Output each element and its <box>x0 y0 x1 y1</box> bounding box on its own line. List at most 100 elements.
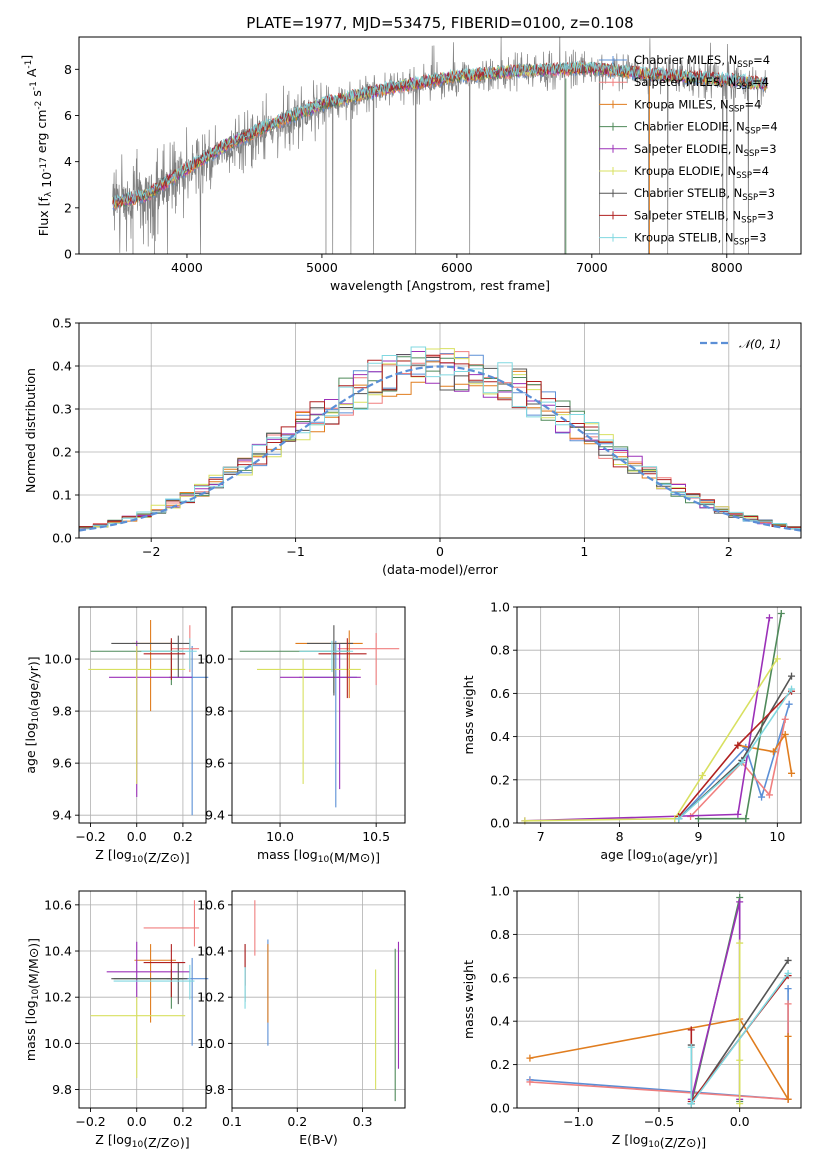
y-tick-label: 0.4 <box>490 1014 510 1029</box>
label-part: log <box>23 722 38 741</box>
y-tick-label: 10.0 <box>44 1036 72 1051</box>
marks <box>244 900 400 1102</box>
marks <box>78 346 802 532</box>
errorbar-point-8 <box>318 638 367 699</box>
legend-sub: SSP <box>736 82 752 92</box>
panel-spectrum: 4000 5000 6000 7000 8000 0 2 4 6 8 wavelength [Ang… <box>19 36 802 293</box>
y-tick-label: 4 <box>64 154 72 169</box>
errorbar-point-5 <box>106 941 190 998</box>
x-tick-label: 8000 <box>711 260 743 275</box>
x-axis-label: mass [log10(M/M⊙)] <box>257 847 380 865</box>
y-tick-label: 0.2 <box>490 772 510 787</box>
label-part: mass [ <box>257 847 299 862</box>
marks <box>90 900 209 1078</box>
y-tick-label: 1.0 <box>490 600 510 615</box>
label-sub: λ <box>44 191 54 197</box>
weight-marker <box>698 771 706 779</box>
errorbar-point-7 <box>306 625 354 696</box>
y-tick-label: 10.4 <box>197 944 225 959</box>
weight-marker <box>736 898 744 906</box>
legend-label-4: Chabrier ELODIE, NSSP=4 <box>634 120 778 137</box>
errorbar-point-6 <box>90 997 186 1078</box>
y-tick-label: 0.8 <box>490 927 510 942</box>
weight-line <box>524 658 778 822</box>
legend-label-7: Chabrier STELIB, NSSP=3 <box>634 186 775 203</box>
y-tick-label: 9.6 <box>205 756 225 771</box>
y-axis-label: Flux [fλ 10-17 erg cm-2 s-1 A-1] <box>19 55 54 237</box>
weight-marker <box>736 1056 744 1064</box>
marks <box>526 894 792 1108</box>
y-tick-label: 0.1 <box>52 488 72 503</box>
label-sub: 10 <box>318 855 330 865</box>
histogram-9 <box>79 346 801 530</box>
legend-text: Kroupa ELODIE, N <box>634 164 736 178</box>
label-sub: 10 <box>648 1140 660 1150</box>
legend-sub: SSP <box>742 193 758 203</box>
weight-series-3 <box>526 1015 792 1103</box>
weight-marker <box>784 1032 792 1040</box>
label-part: Normed distribution <box>23 368 38 493</box>
y-tick-label: 9.4 <box>52 808 72 823</box>
legend-label-3: Kroupa MILES, NSSP=4 <box>634 97 761 114</box>
legend-text: =4 <box>744 97 761 111</box>
x-tick-label: 10.0 <box>266 829 294 844</box>
weight-marker <box>687 1043 695 1051</box>
weight-line <box>529 1018 789 1103</box>
x-tick-label: 0.3 <box>353 1114 373 1129</box>
x-tick-label: 4000 <box>171 260 203 275</box>
x-axis-label: E(B-V) <box>299 1132 338 1147</box>
legend-label-9: Kroupa STELIB, NSSP=3 <box>634 231 766 248</box>
y-tick-label: 9.8 <box>205 1082 225 1097</box>
errorbar-point-6 <box>256 659 361 784</box>
weight-line <box>737 732 793 774</box>
label-part: (Z/Z⊙)] <box>143 850 189 865</box>
panel-ebv_mass: 0.1 0.2 0.3 9.8 10.0 10.2 10.4 10.6 E(B-V) <box>197 890 406 1147</box>
label-part: A <box>24 68 39 81</box>
legend-text: Kroupa MILES, N <box>634 97 729 111</box>
x-tick-label: −0.2 <box>75 829 105 844</box>
x-tick-label: 2 <box>725 544 733 559</box>
label-part: log <box>113 847 132 862</box>
errorbar-point-8 <box>143 638 186 680</box>
legend-text: =3 <box>760 142 777 156</box>
label-part: age [ <box>23 742 38 774</box>
weight-marker <box>526 1078 534 1086</box>
weight-marker <box>675 815 683 823</box>
legend-sub: SSP <box>736 171 752 181</box>
legend-sub: SSP <box>741 215 757 225</box>
weight-marker <box>781 730 789 738</box>
x-tick-label: −0.5 <box>644 1114 674 1129</box>
label-part: ] <box>19 55 34 60</box>
label-part: (age/yr)] <box>26 656 41 711</box>
weight-marker <box>765 791 773 799</box>
weight-marker <box>788 769 796 777</box>
weight-marker <box>784 969 792 977</box>
legend-text: Salpeter ELODIE, N <box>634 142 744 156</box>
x-tick-label: −1.0 <box>563 1114 593 1129</box>
weight-marker <box>784 1000 792 1008</box>
errorbar-point-9 <box>141 638 197 670</box>
y-tick-label: 10.4 <box>44 944 72 959</box>
weight-marker <box>765 614 773 622</box>
weight-marker <box>785 700 793 708</box>
label-part: log <box>113 1132 132 1147</box>
label-part: (M/M⊙)] <box>26 938 41 989</box>
label-part: Z [ <box>612 1132 629 1147</box>
y-tick-label: 0.0 <box>490 1101 510 1116</box>
y-tick-label: 10.2 <box>197 990 225 1005</box>
model-spectrum-9 <box>112 60 768 207</box>
errorbar-point-3 <box>134 944 176 1023</box>
y-tick-label: 0.0 <box>52 531 72 546</box>
label-part: log <box>23 1000 38 1019</box>
legend-text: Chabrier STELIB, N <box>634 186 742 200</box>
legend-sub: SSP <box>745 127 761 137</box>
x-tick-label: 5000 <box>306 260 338 275</box>
label-part: age [ <box>600 847 632 862</box>
weight-marker <box>781 715 789 723</box>
legend-text: =3 <box>749 231 766 245</box>
errorbar-point-2 <box>143 900 200 947</box>
label-sup: -2 <box>34 101 44 110</box>
y-tick-label: 9.8 <box>52 1082 72 1097</box>
x-tick-label: 10 <box>769 829 785 844</box>
